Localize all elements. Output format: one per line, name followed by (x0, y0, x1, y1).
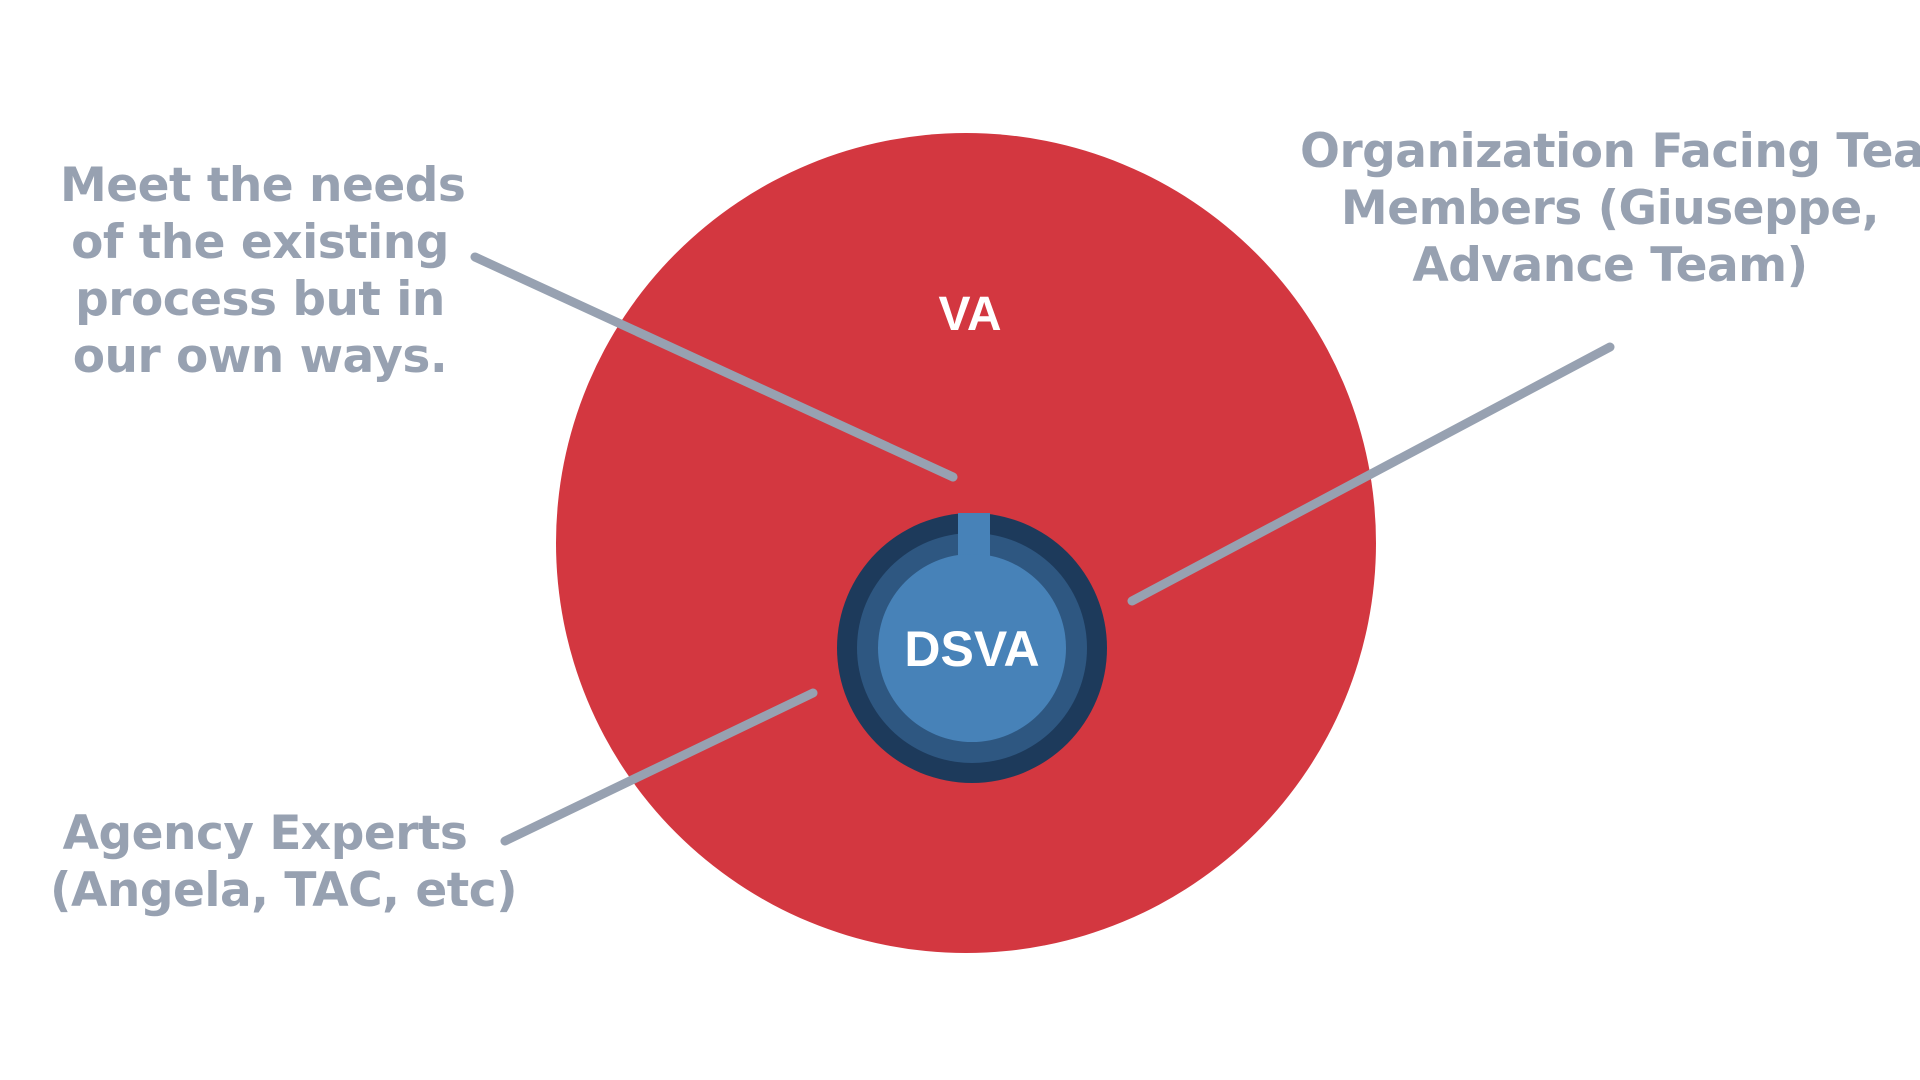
dsva-circle (837, 513, 1107, 783)
dsva-core (878, 554, 1066, 742)
va-label: VA (938, 288, 1001, 341)
annotation-existing-process: Meet the needs of the existing process b… (60, 157, 466, 385)
connector-top-right (1127, 342, 1615, 606)
annotation-agency-experts: Agency Experts (Angela, TAC, etc) (50, 805, 518, 919)
annotation-line: of the existing (71, 215, 449, 270)
annotation-line: (Angela, TAC, etc) (50, 863, 518, 918)
connector-bottom-left (500, 688, 818, 846)
annotation-line: Meet the needs (60, 158, 466, 213)
annotation-line: Organization Facing Team (1300, 124, 1920, 179)
annotation-line: process but in (75, 272, 445, 327)
annotation-line: Members (Giuseppe, (1340, 181, 1880, 236)
annotation-line: our own ways. (72, 329, 448, 384)
dsva-label: DSVA (904, 621, 1039, 677)
connector-lines (470, 252, 1615, 846)
annotation-line: Agency Experts (62, 806, 468, 861)
connector-top-left (470, 252, 958, 482)
annotation-organization-facing-team: Organization Facing Team Members (Giusep… (1300, 123, 1920, 294)
annotation-line: Advance Team) (1412, 238, 1808, 293)
